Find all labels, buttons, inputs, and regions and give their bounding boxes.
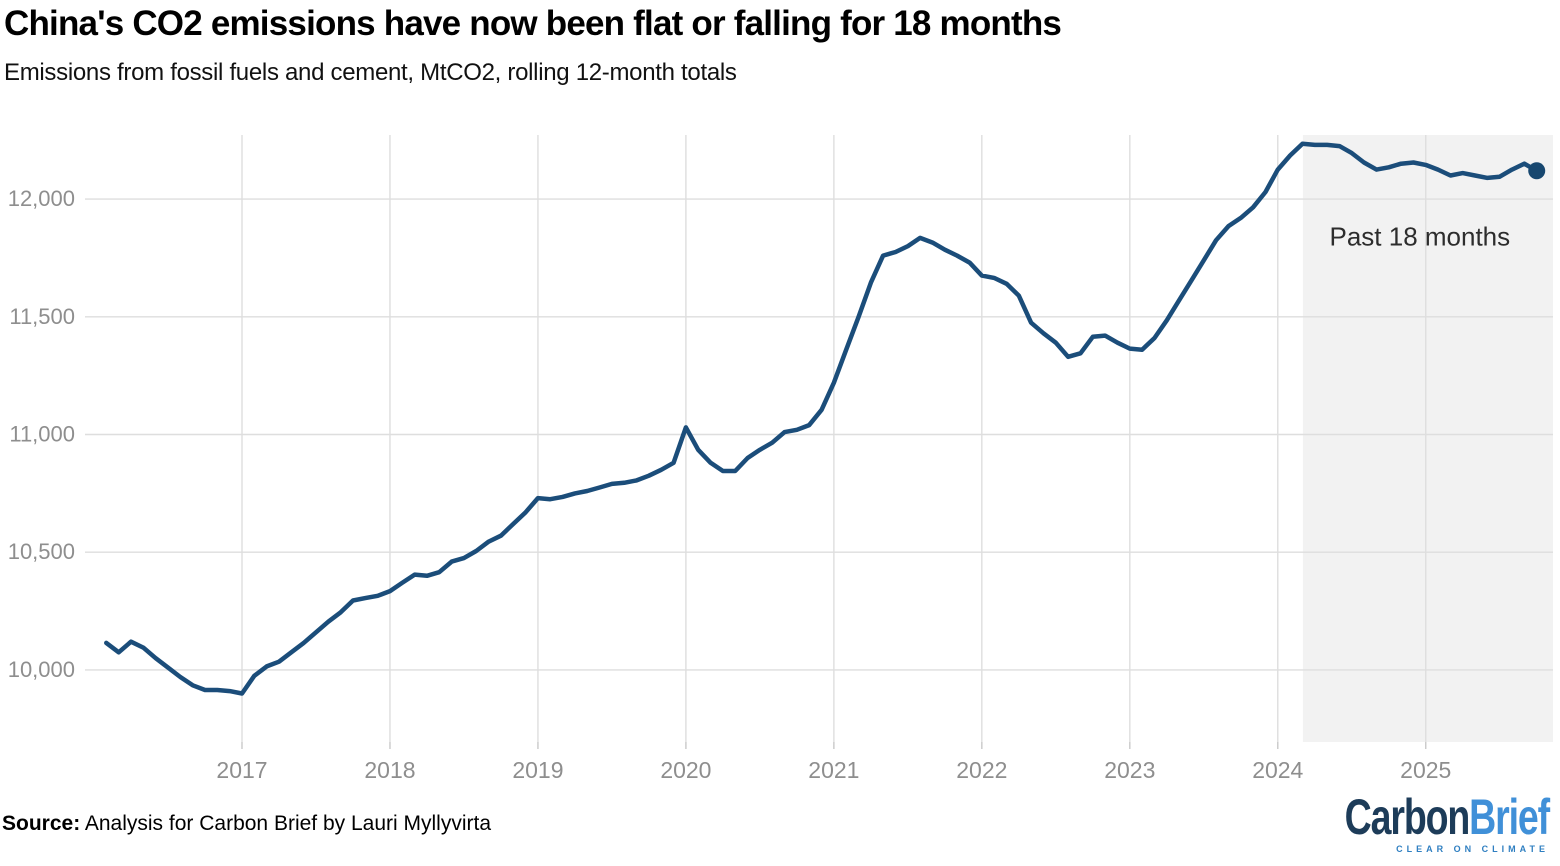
y-axis-label: 11,000 bbox=[9, 421, 75, 446]
annotation-past-18-months: Past 18 months bbox=[1329, 222, 1510, 252]
page-subtitle: Emissions from fossil fuels and cement, … bbox=[4, 59, 737, 86]
emissions-series-line bbox=[104, 141, 1539, 696]
page-title: China's CO2 emissions have now been flat… bbox=[4, 4, 1062, 43]
carbon-brief-logo: CarbonBrief CLEAR ON CLIMATE bbox=[1229, 789, 1550, 854]
highlight-region-past-18-months bbox=[1302, 135, 1553, 742]
x-axis-label: 2020 bbox=[660, 757, 711, 783]
x-axis-label: 2021 bbox=[808, 757, 859, 783]
y-axis-label: 10,000 bbox=[8, 657, 75, 682]
x-axis-label: 2019 bbox=[512, 757, 563, 783]
y-axis-label: 11,500 bbox=[9, 304, 75, 329]
series-end-marker bbox=[1528, 162, 1546, 180]
y-axis-label: 12,000 bbox=[8, 186, 75, 211]
carbon-brief-logo-wordmark: CarbonBrief bbox=[1309, 789, 1550, 845]
logo-carbon-text: Carbon bbox=[1344, 789, 1471, 845]
x-axis-label: 2017 bbox=[216, 757, 267, 783]
source-label: Source: bbox=[2, 812, 81, 835]
source-note: Source: Analysis for Carbon Brief by Lau… bbox=[2, 812, 491, 836]
x-axis-label: 2023 bbox=[1104, 757, 1155, 783]
x-axis-label: 2022 bbox=[956, 757, 1007, 783]
x-axis-label: 2025 bbox=[1400, 757, 1451, 783]
y-axis-label: 10,500 bbox=[8, 539, 75, 564]
source-text: Analysis for Carbon Brief by Lauri Mylly… bbox=[80, 812, 491, 835]
logo-brief-text: Brief bbox=[1469, 789, 1550, 845]
x-axis-label: 2018 bbox=[364, 757, 415, 783]
x-axis-label: 2024 bbox=[1252, 757, 1303, 783]
logo-tagline: CLEAR ON CLIMATE bbox=[1396, 844, 1549, 854]
